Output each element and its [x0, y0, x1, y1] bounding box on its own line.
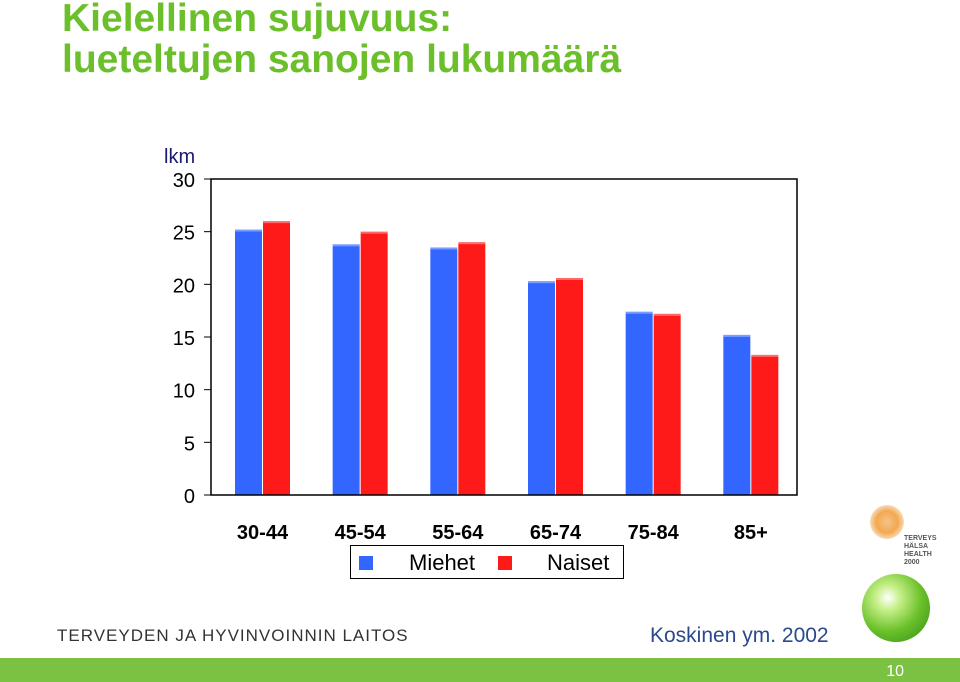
y-tick-label: 20 — [173, 275, 195, 297]
slide-title: Kielellinen sujuvuus: lueteltujen sanoje… — [62, 0, 621, 80]
y-tick-label: 25 — [173, 223, 195, 245]
y-tick-label: 15 — [173, 328, 195, 350]
page-number: 10 — [886, 663, 904, 680]
bar-highlight — [360, 231, 388, 234]
bar-miehet-65-74 — [528, 281, 555, 495]
y-tick-label: 10 — [173, 381, 195, 403]
bar-miehet-30-44 — [235, 229, 262, 495]
x-tick-label: 30-44 — [237, 522, 289, 544]
y-tick-label: 0 — [184, 486, 195, 508]
bar-highlight — [625, 311, 653, 314]
chart-legend: Miehet Naiset — [350, 545, 624, 579]
x-tick-label: 65-74 — [530, 522, 582, 544]
legend-label-miehet: Miehet — [409, 550, 476, 575]
bars-group — [235, 221, 779, 495]
x-tick-label: 55-64 — [432, 522, 484, 544]
x-tick-label: 45-54 — [335, 522, 387, 544]
bar-miehet-55-64 — [430, 247, 458, 495]
organization-name: TERVEYDEN JA HYVINVOINNIN LAITOS — [57, 626, 409, 645]
y-tick-label: 30 — [173, 170, 195, 192]
x-tick-label: 75-84 — [628, 522, 680, 544]
bar-highlight — [458, 242, 486, 245]
y-axis-label: lkm — [164, 146, 195, 168]
bar-naiset-55-64 — [458, 242, 486, 495]
bar-highlight — [751, 354, 779, 357]
bar-miehet-85+ — [723, 334, 751, 495]
legend-swatch-miehet — [359, 556, 373, 570]
bar-highlight — [332, 244, 360, 247]
bar-highlight — [263, 221, 290, 224]
bar-naiset-65-74 — [556, 278, 583, 495]
footer-bar: 10 — [0, 658, 960, 682]
slide-title-line1: Kielellinen sujuvuus: — [62, 0, 453, 40]
y-tick-label: 5 — [184, 433, 195, 455]
bar-highlight — [430, 247, 458, 250]
source-citation: Koskinen ym. 2002 — [650, 624, 829, 647]
bar-highlight — [653, 313, 681, 316]
bar-naiset-85+ — [751, 354, 779, 495]
x-tick-label: 85+ — [734, 522, 768, 544]
bar-miehet-75-84 — [625, 311, 653, 495]
bar-highlight — [528, 281, 555, 284]
legend-swatch-naiset — [498, 556, 512, 570]
bar-naiset-30-44 — [263, 221, 290, 495]
bar-highlight — [556, 278, 583, 281]
terveys-2000-logo-icon: TERVEYS HÄLSA HEALTH 2000 — [866, 505, 937, 566]
green-globe-icon — [862, 574, 930, 642]
bar-highlight — [235, 229, 262, 232]
slide-title-line2: lueteltujen sanojen lukumäärä — [62, 38, 622, 81]
logo-text: TERVEYS HÄLSA HEALTH 2000 — [904, 535, 937, 566]
legend-label-naiset: Naiset — [547, 550, 610, 575]
bar-miehet-45-54 — [332, 244, 360, 495]
bar-naiset-45-54 — [360, 231, 388, 495]
plot-frame — [210, 178, 798, 496]
bar-naiset-75-84 — [653, 313, 681, 495]
bar-highlight — [723, 334, 751, 337]
